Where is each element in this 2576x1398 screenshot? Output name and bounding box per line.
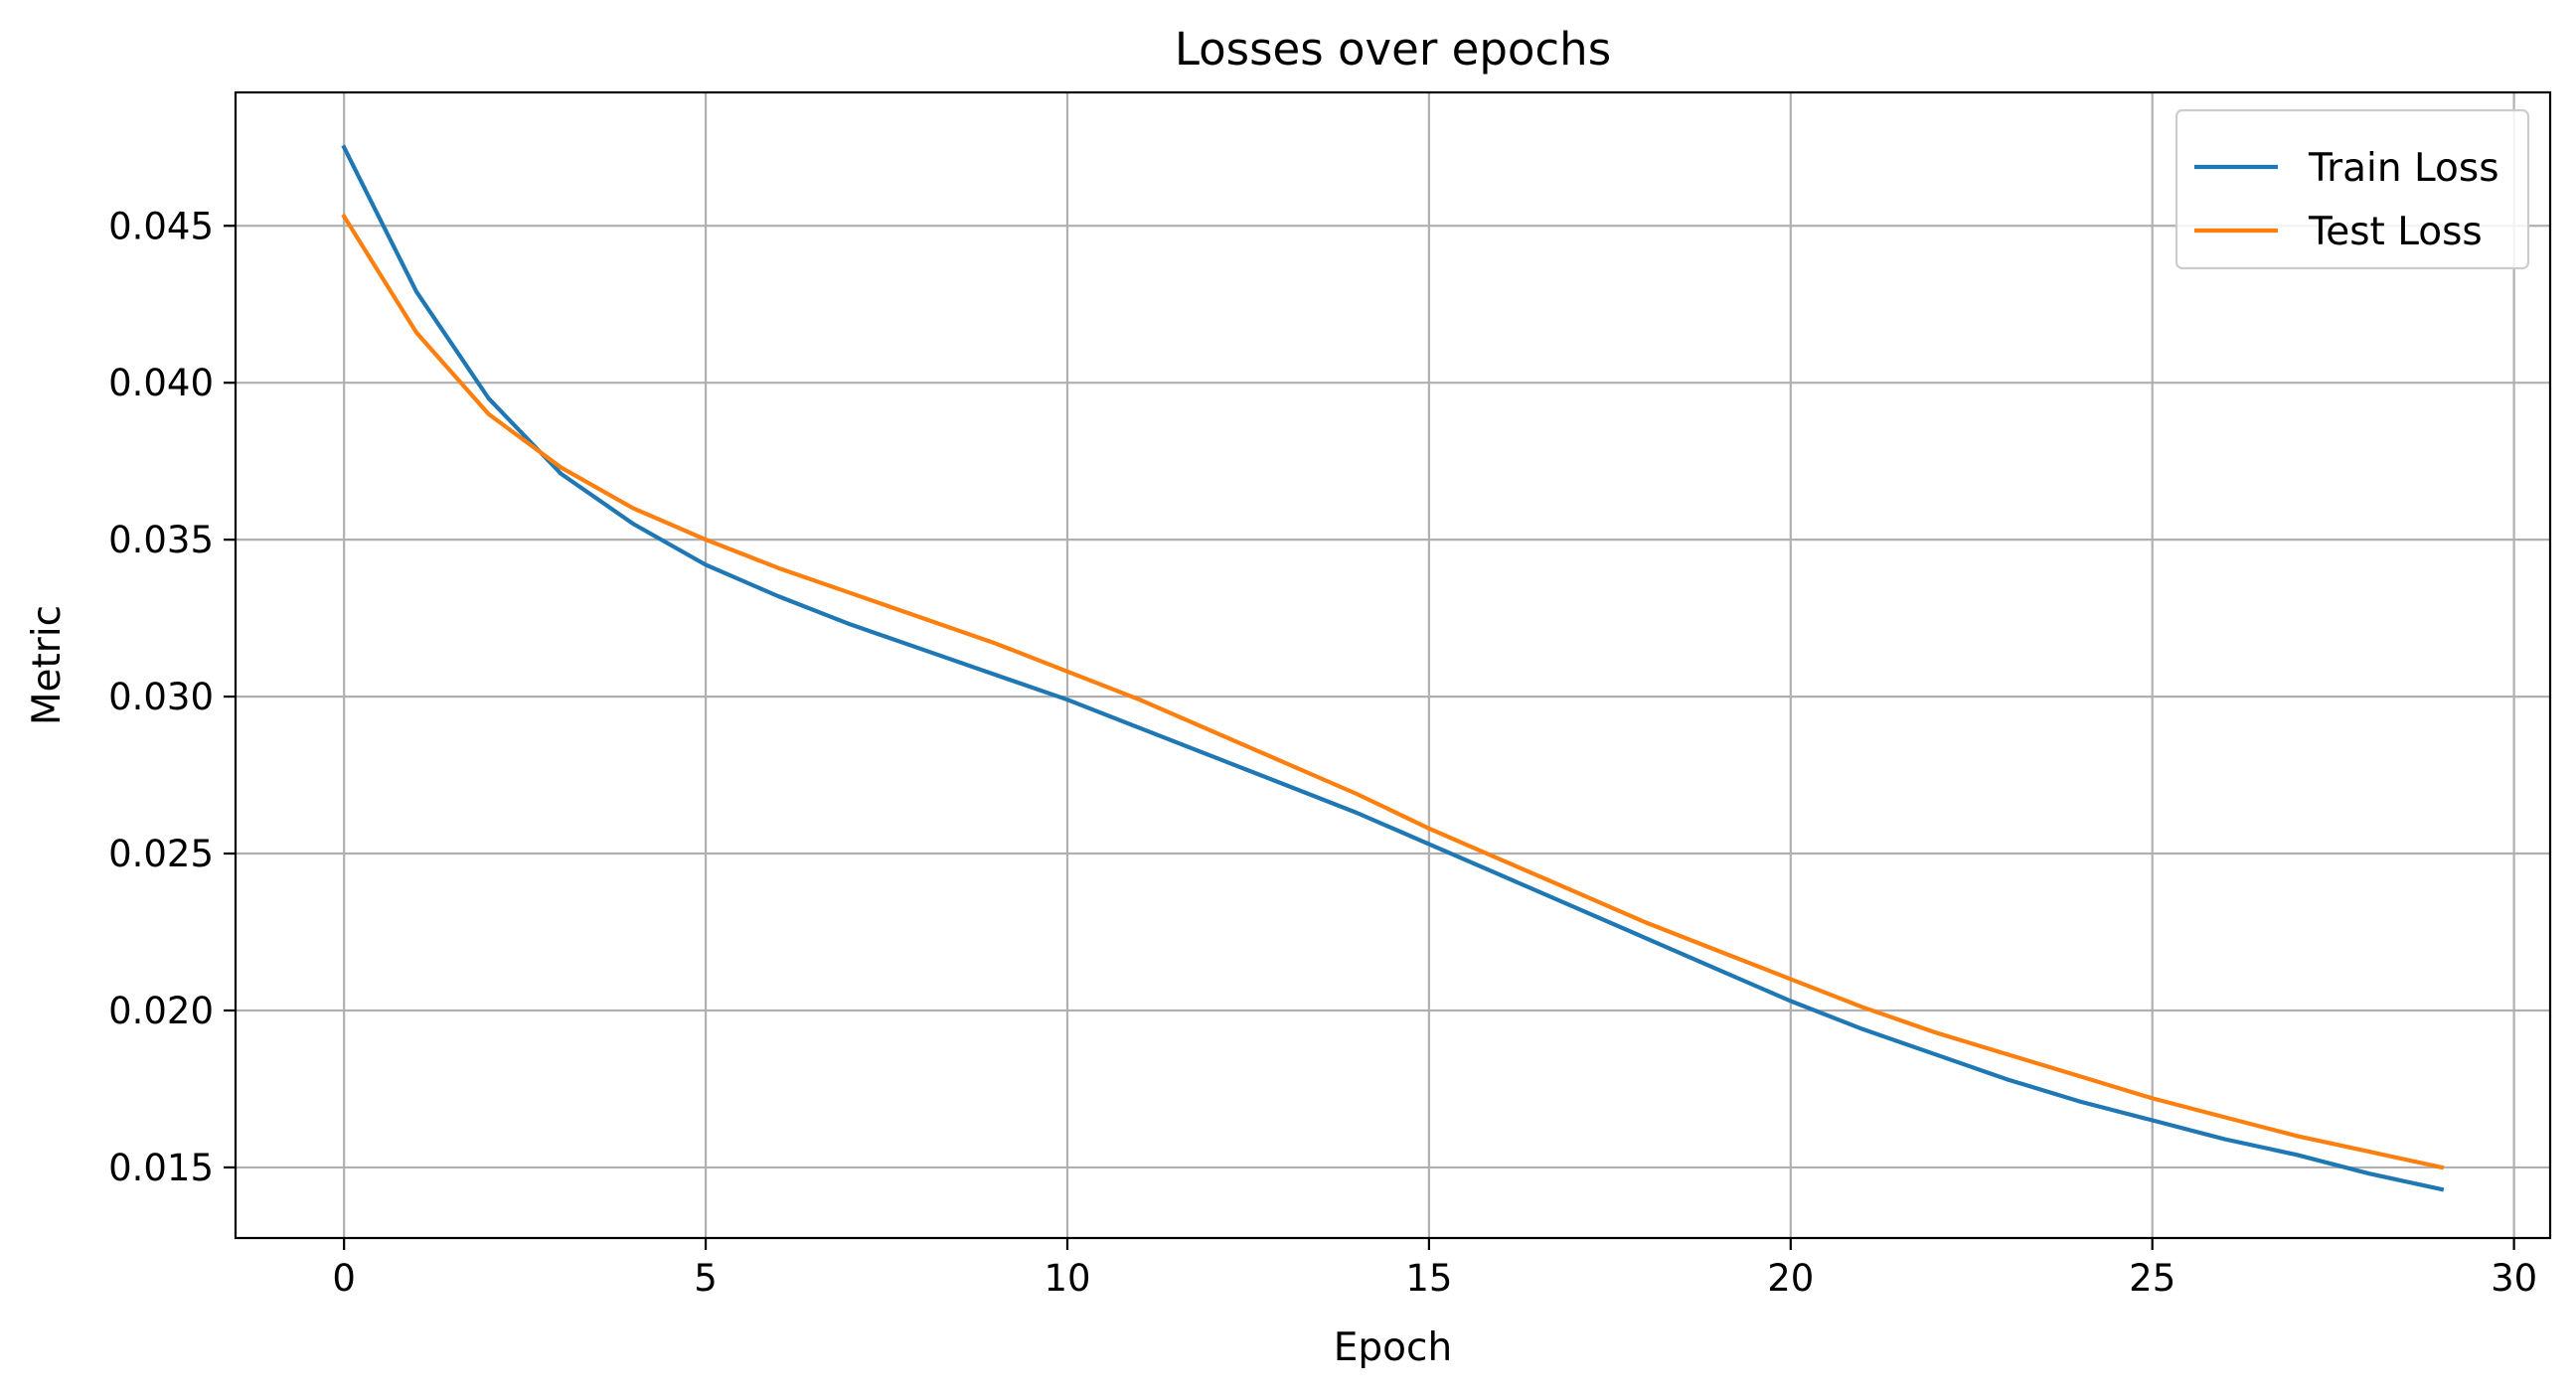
legend-label-train-loss: Train Loss [2308, 146, 2499, 191]
x-tick-label: 5 [694, 1257, 718, 1300]
y-tick-label: 0.045 [108, 205, 214, 247]
x-tick-label: 0 [332, 1257, 356, 1300]
legend-label-test-loss: Test Loss [2308, 210, 2483, 254]
x-tick-label: 10 [1044, 1257, 1090, 1300]
y-tick-label: 0.035 [108, 519, 214, 561]
y-tick-label: 0.040 [108, 362, 214, 404]
x-tick-label: 20 [1767, 1257, 1814, 1300]
y-axis-label: Metric [25, 605, 70, 725]
x-tick-label: 25 [2129, 1257, 2175, 1300]
x-tick-label: 15 [1405, 1257, 1452, 1300]
y-tick-label: 0.030 [108, 676, 214, 718]
y-tick-label: 0.020 [108, 990, 214, 1032]
x-axis-label: Epoch [1334, 1325, 1452, 1370]
y-tick-label: 0.015 [108, 1147, 214, 1189]
train-loss-line [341, 144, 2445, 1192]
y-tick-label: 0.025 [108, 833, 214, 875]
series-lines [341, 144, 2445, 1192]
legend: Train Loss Test Loss [2174, 108, 2530, 270]
test-loss-line [341, 213, 2445, 1170]
grid [236, 92, 2550, 1238]
ticks: 0 5 10 15 20 25 30 0.015 0.020 0.025 0.030 0.035 0.0… [108, 205, 2537, 1300]
plot-frame [234, 90, 2552, 1240]
chart-title: Losses over epochs [1175, 23, 1611, 76]
x-tick-label: 30 [2491, 1257, 2537, 1300]
